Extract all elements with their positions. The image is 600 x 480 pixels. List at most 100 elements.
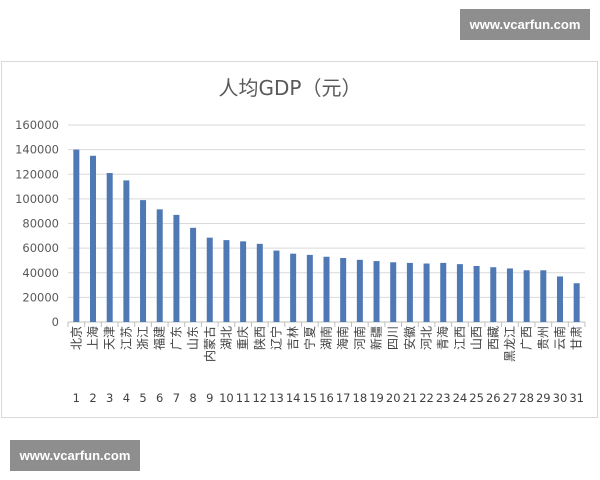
x-index-label: 15 [303,391,318,405]
x-category-label: 安徽 [402,326,417,350]
x-category-label: 青海 [435,326,450,350]
x-category-label: 湖北 [218,326,233,350]
x-index-label: 24 [453,391,468,405]
x-index-label: 13 [269,391,284,405]
watermark-top: www.vcarfun.com [460,9,590,40]
x-category-labels: 北京 上海 天津 江苏 浙江 福建 广东 山东 内蒙古 湖北 重庆 陕西 辽宁 吉林 宁夏 湖南 海南 河南 新疆四… [69,326,583,362]
x-category-label: 福建 [152,326,167,350]
x-category-label: 海南 [335,326,350,350]
x-index-label: 28 [519,391,534,405]
bar [340,257,347,322]
x-category-label: 山西 [470,326,484,350]
y-tick-label: 0 [52,315,59,329]
bar [323,256,330,322]
bars [67,149,586,327]
gdp-bar-chart: 人均GDP（元） 0200004000060000800001000001200… [15,76,586,405]
bar [373,261,380,322]
bar [306,254,313,322]
x-index-label: 8 [189,391,196,405]
x-index-label: 11 [236,391,251,405]
x-index-label: 25 [469,391,484,405]
y-tick-label: 120000 [15,167,59,181]
x-index-label: 22 [419,391,434,405]
x-category-label: 新疆 [369,326,384,350]
x-category-label: 西藏 [486,326,500,350]
x-index-label: 5 [139,391,146,405]
y-tick-label: 80000 [22,217,59,231]
bar [140,200,147,322]
x-index-label: 17 [336,391,351,405]
x-category-label: 江西 [453,326,467,350]
x-index-label: 6 [156,391,163,405]
bar [423,263,430,322]
bar [190,227,197,322]
bar [573,283,580,322]
bar [206,237,213,322]
bar [440,262,447,322]
x-index-label: 21 [403,391,418,405]
x-index-label: 1 [73,391,80,405]
x-index-label: 10 [219,391,234,405]
bar [506,268,513,322]
x-category-label: 陕西 [252,326,267,350]
x-category-label: 贵州 [536,326,550,350]
bar [556,276,563,322]
x-category-label: 河北 [420,326,434,350]
x-index-label: 9 [206,391,213,405]
bar [123,180,130,322]
x-index-label: 30 [553,391,568,405]
x-index-label: 14 [286,391,301,405]
bar [406,262,413,322]
x-index-label: 12 [252,391,267,405]
bar [90,155,97,322]
x-category-label: 甘肃 [570,326,584,350]
x-index-label: 23 [436,391,451,405]
x-index-label: 7 [173,391,180,405]
y-tick-label: 60000 [22,241,59,255]
x-category-label: 四川 [386,326,400,350]
bar [473,265,480,322]
x-index-label: 29 [536,391,551,405]
bar [290,253,297,322]
x-category-label: 广西 [520,326,534,350]
x-category-label: 辽宁 [268,326,283,350]
x-index-label: 3 [106,391,113,405]
y-axis: 0 20000 40000 60000 80000 100000 120000 140000 1… [15,118,59,329]
x-category-label: 山东 [186,326,200,350]
bar [390,262,397,322]
x-category-label: 广东 [169,326,183,350]
x-index-label: 18 [353,391,368,405]
y-tick-label: 40000 [22,266,59,280]
x-index-label: 16 [319,391,334,405]
x-index-labels: 1 2 3 4 5 6 7 8 9 10 11 12 13 14 15 16 17 18 19 20 21 22 23 24 2… [73,391,584,405]
bar [256,243,263,322]
y-tick-label: 160000 [15,118,59,132]
bar [156,209,163,322]
x-category-label: 黑龙江 [503,326,517,362]
bar [456,264,463,322]
bar [73,149,80,322]
x-category-label: 吉林 [286,326,300,350]
x-index-label: 20 [386,391,401,405]
x-category-label: 天津 [103,326,117,350]
bar [240,241,247,322]
bar [173,214,180,322]
x-category-label: 重庆 [236,326,250,350]
bar [490,267,497,322]
x-category-label: 宁夏 [302,326,317,350]
x-category-label: 河南 [352,326,367,350]
bar [106,173,113,322]
watermark-bottom: www.vcarfun.com [10,440,140,471]
x-index-label: 19 [369,391,384,405]
bar [273,250,280,322]
x-index-label: 31 [569,391,584,405]
x-category-label: 湖南 [319,326,334,350]
bar [540,270,547,322]
chart-frame: 人均GDP（元） 0 20000 40000 60000 80000 100000 1200… [1,61,598,418]
x-category-label: 北京 [69,326,83,350]
y-tick-label: 140000 [15,143,59,157]
x-index-label: 26 [486,391,501,405]
x-category-label: 江苏 [119,326,133,350]
x-category-label: 浙江 [136,326,150,350]
y-tick-label: 20000 [22,290,59,304]
